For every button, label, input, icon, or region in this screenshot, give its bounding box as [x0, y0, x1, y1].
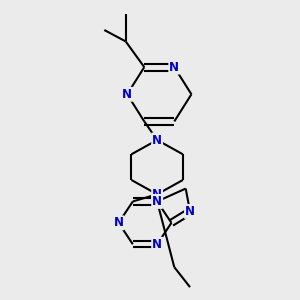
- Text: N: N: [152, 195, 162, 208]
- Text: N: N: [122, 88, 132, 101]
- Text: N: N: [152, 134, 162, 146]
- Text: N: N: [114, 216, 124, 230]
- Text: N: N: [169, 61, 179, 74]
- Text: N: N: [185, 205, 195, 218]
- Text: N: N: [152, 238, 162, 251]
- Text: N: N: [152, 188, 162, 201]
